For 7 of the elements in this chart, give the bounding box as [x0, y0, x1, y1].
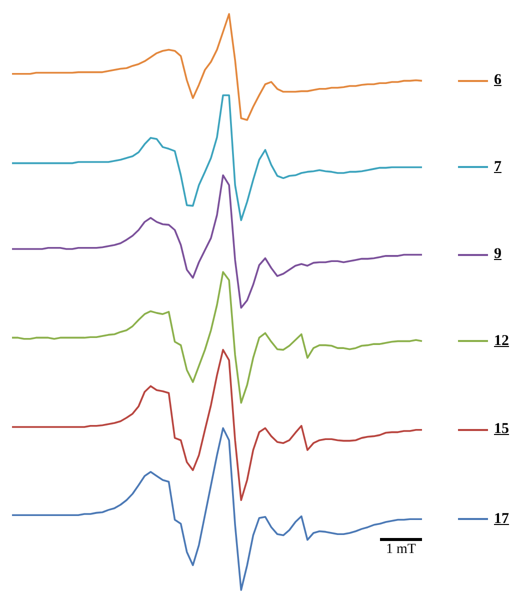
annotation: 1 mT	[385, 542, 417, 558]
legend-label: 12	[494, 332, 509, 350]
legend-label: 6	[494, 72, 502, 90]
legend-label: 9	[494, 246, 502, 264]
legend-label: 15	[494, 421, 509, 438]
legend-label: 17	[494, 510, 509, 528]
legend-label: 7	[494, 158, 502, 176]
